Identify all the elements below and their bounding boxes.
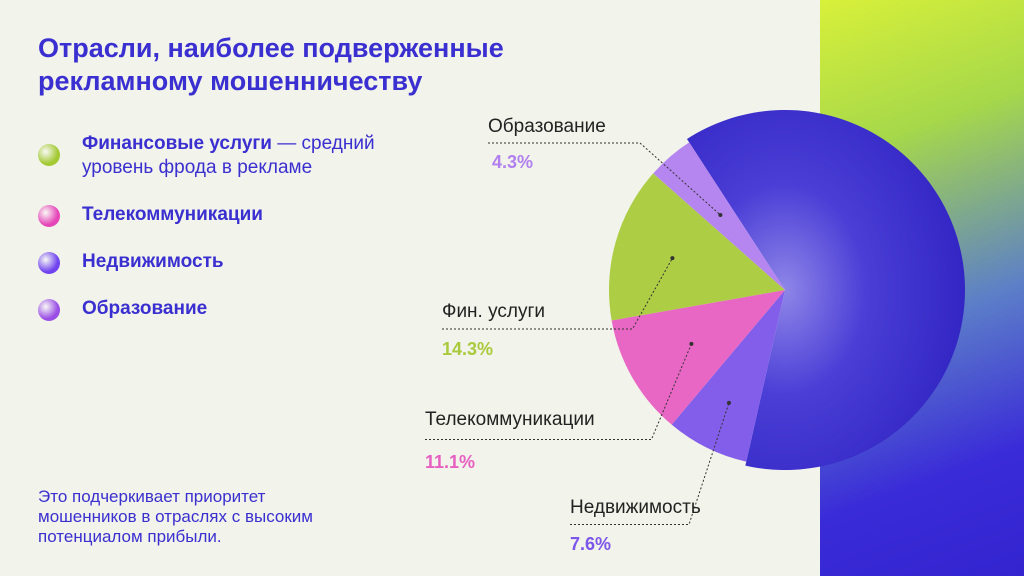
pie-slice [609, 173, 785, 321]
leader-line [488, 142, 721, 216]
pie-slice [671, 290, 785, 462]
pie-slice [686, 109, 965, 470]
slice-label: Телекоммуникации [425, 409, 595, 430]
value-label: 4.3% [492, 152, 533, 172]
legend-label: Недвижимость [82, 251, 224, 272]
legend-marker [38, 252, 60, 274]
legend: Финансовые услуги — средний уровень фрод… [38, 132, 438, 344]
leader-dot [718, 212, 723, 217]
legend-note: — средний уровень фрода в рекламе [82, 133, 375, 178]
leader-dot [670, 256, 675, 261]
leader-dot [689, 341, 694, 346]
legend-label: Образование [82, 298, 208, 319]
value-label: 11.1% [425, 452, 475, 472]
footnote: Это подчеркивает приоритет мошенников в … [38, 487, 313, 546]
chart-title: Отрасли, наиболее подверженные рекламном… [38, 33, 504, 96]
legend-marker [38, 299, 60, 321]
leader-line [442, 257, 673, 330]
legend-marker [38, 144, 60, 166]
legend-label: Финансовые услуги [82, 133, 272, 154]
slice-label: Фин. услуги [442, 301, 545, 322]
legend-item: Недвижимость [38, 250, 438, 274]
legend-item: Образование [38, 297, 438, 321]
value-label: 14.3% [442, 339, 493, 359]
legend-item: Финансовые услуги — средний уровень фрод… [38, 132, 438, 180]
slice-label: Образование [488, 116, 606, 137]
leader-line [570, 402, 730, 525]
legend-marker [38, 205, 60, 227]
slice-label: Недвижимость [570, 497, 701, 518]
pie-slice [611, 290, 785, 425]
legend-label: Телекоммуникации [82, 204, 263, 225]
value-label: 7.6% [570, 534, 611, 554]
legend-item: Телекоммуникации [38, 203, 438, 227]
leader-dot [726, 400, 731, 405]
